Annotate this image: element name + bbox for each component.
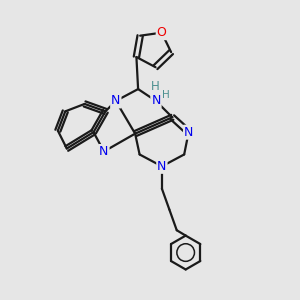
Text: H: H: [151, 80, 160, 93]
Text: H: H: [163, 90, 170, 100]
Text: O: O: [157, 26, 166, 39]
Text: N: N: [151, 94, 160, 107]
Text: N: N: [99, 145, 109, 158]
Text: N: N: [157, 160, 167, 173]
Text: N: N: [111, 94, 121, 107]
Text: N: N: [184, 126, 193, 139]
